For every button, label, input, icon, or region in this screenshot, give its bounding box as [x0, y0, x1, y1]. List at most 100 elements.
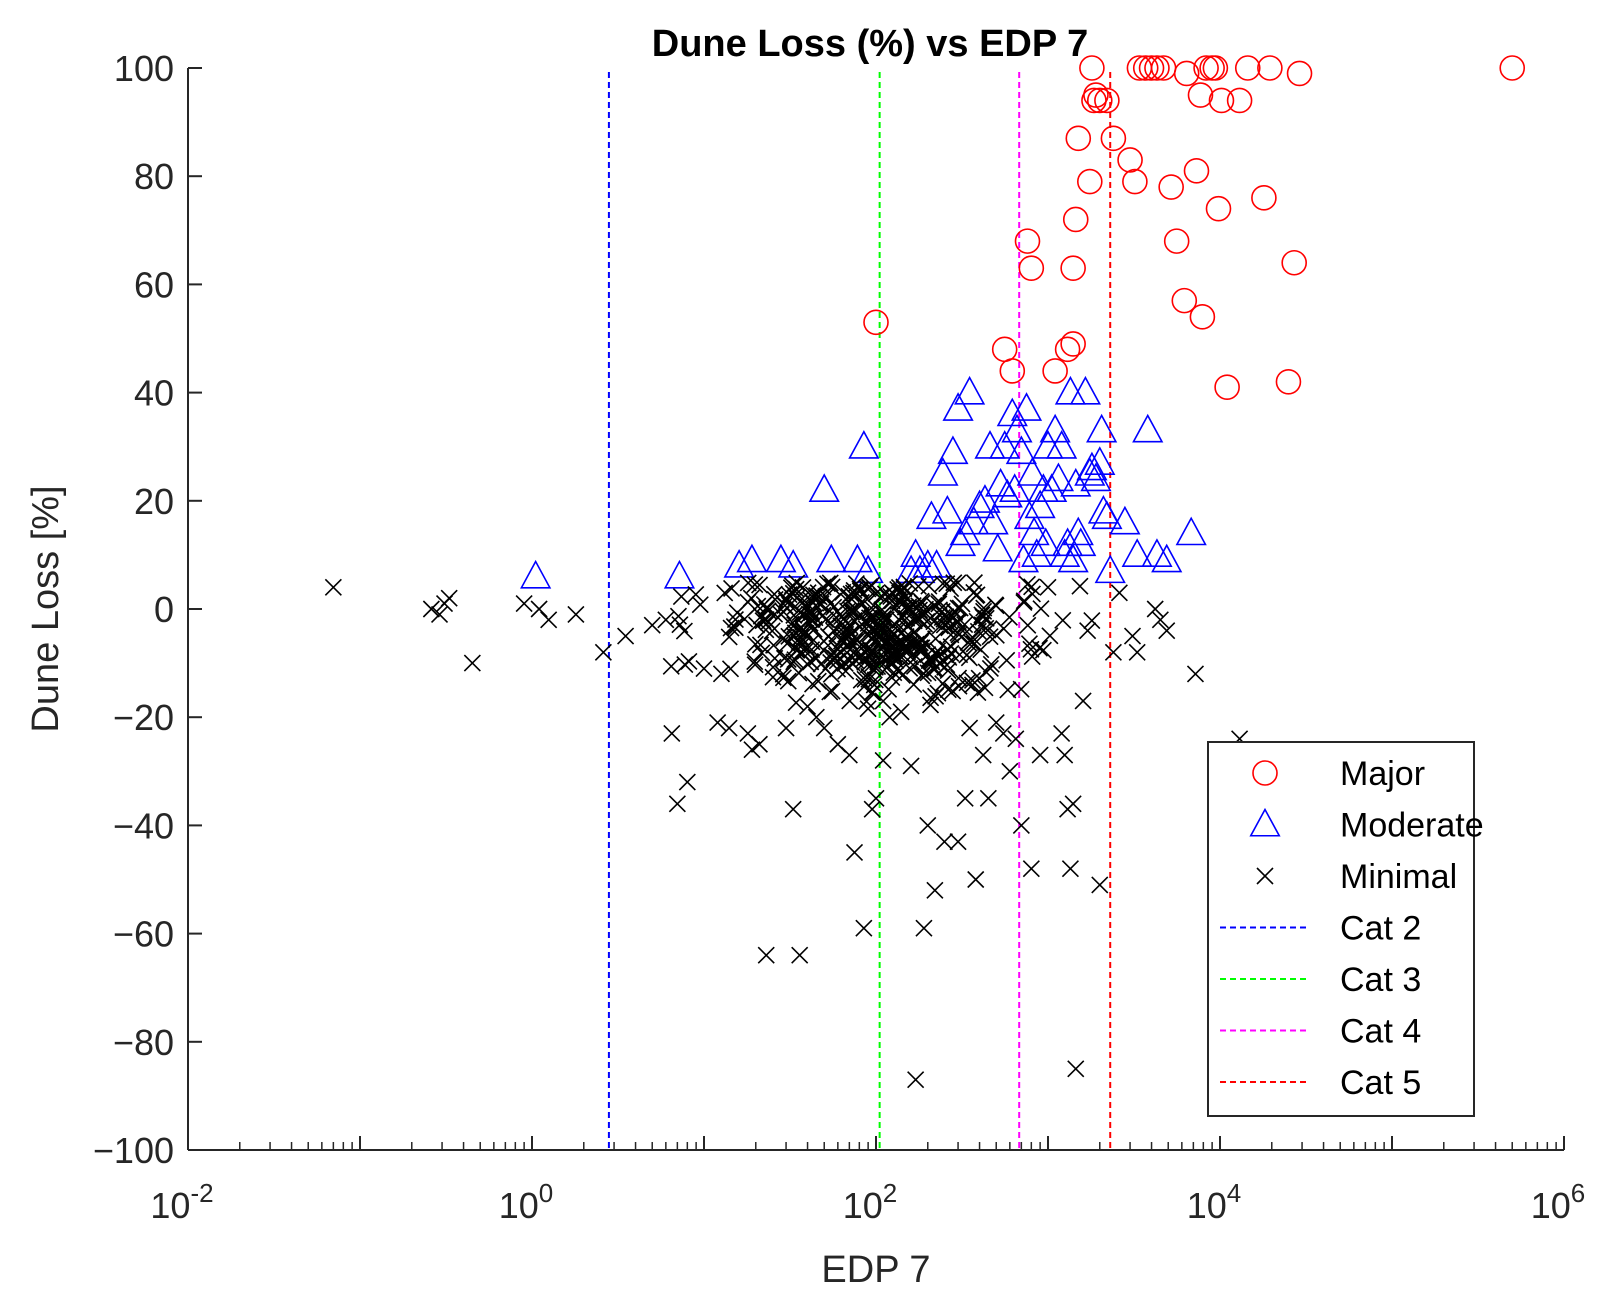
point-major	[1144, 55, 1170, 81]
point-moderate	[1062, 516, 1094, 546]
point-minimal	[942, 638, 960, 656]
point-minimal	[763, 622, 781, 640]
point-minimal	[530, 600, 548, 618]
point-moderate	[1151, 543, 1183, 573]
x-tick-label: 106	[1531, 1178, 1586, 1226]
point-minimal	[930, 593, 948, 611]
point-major	[1163, 228, 1190, 254]
point-major	[1187, 82, 1214, 108]
point-minimal	[1039, 578, 1057, 596]
point-minimal	[1001, 762, 1019, 780]
point-minimal	[807, 708, 825, 726]
point-moderate	[937, 435, 969, 465]
point-minimal	[925, 660, 943, 678]
point-minimal	[930, 595, 948, 613]
point-moderate	[1086, 413, 1118, 443]
point-minimal	[953, 595, 971, 613]
point-minimal	[1022, 640, 1040, 658]
point-minimal	[749, 597, 767, 615]
point-major	[1189, 304, 1216, 330]
point-minimal	[643, 616, 661, 634]
point-moderate	[815, 543, 847, 573]
point-minimal	[1151, 611, 1169, 629]
point-minimal	[774, 665, 792, 683]
point-minimal	[1015, 593, 1033, 611]
point-minimal	[716, 584, 734, 602]
point-minimal	[891, 662, 909, 680]
point-major	[1257, 55, 1283, 81]
point-minimal	[944, 682, 962, 700]
point-major	[1183, 157, 1210, 184]
point-minimal	[981, 659, 999, 677]
point-minimal	[721, 660, 740, 678]
point-minimal	[960, 649, 978, 667]
point-moderate	[1109, 505, 1141, 535]
point-minimal	[979, 789, 997, 807]
point-moderate	[931, 494, 963, 524]
point-minimal	[1061, 860, 1079, 878]
point-minimal	[972, 641, 990, 659]
point-minimal	[746, 653, 764, 671]
point-minimal	[822, 653, 840, 671]
x-tick-label: 104	[1187, 1178, 1242, 1226]
point-minimal	[672, 587, 690, 606]
point-major	[991, 336, 1018, 363]
point-minimal	[617, 627, 635, 645]
y-tick-label: −100	[93, 1130, 174, 1171]
point-minimal	[777, 719, 795, 737]
point-minimal	[1053, 724, 1071, 742]
point-minimal	[594, 643, 612, 661]
point-moderate	[1132, 413, 1164, 443]
chart-title: Dune Loss (%) vs EDP 7	[652, 23, 1088, 65]
point-minimal	[1083, 612, 1101, 630]
point-moderate	[1042, 462, 1075, 492]
point-major	[1226, 87, 1253, 114]
point-minimal	[811, 596, 829, 614]
point-minimal	[324, 578, 342, 596]
point-moderate	[991, 478, 1023, 508]
legend-label-major: Major	[1340, 755, 1425, 793]
point-minimal	[925, 596, 943, 615]
point-minimal	[430, 605, 449, 623]
point-minimal	[857, 692, 876, 710]
point-minimal	[911, 634, 929, 652]
point-minimal	[739, 574, 757, 592]
y-tick-label: −20	[113, 697, 174, 738]
point-minimal	[859, 700, 877, 718]
point-minimal	[1146, 600, 1164, 618]
point-minimal	[743, 741, 761, 759]
point-minimal	[1091, 876, 1109, 894]
legend-label-cat-3: Cat 3	[1340, 961, 1421, 999]
point-minimal	[803, 641, 821, 659]
point-major	[1202, 55, 1229, 81]
point-moderate	[977, 505, 1009, 535]
point-moderate	[1016, 457, 1048, 486]
point-major	[1117, 147, 1143, 173]
point-minimal	[859, 603, 877, 621]
point-minimal	[663, 724, 681, 742]
point-minimal	[746, 575, 764, 594]
point-minimal	[814, 578, 832, 596]
point-minimal	[709, 714, 727, 732]
point-minimal	[422, 600, 440, 618]
point-minimal	[940, 619, 958, 637]
legend-marker-major	[1252, 760, 1278, 786]
point-minimal	[1000, 608, 1018, 626]
point-minimal	[905, 609, 923, 627]
point-moderate	[1065, 527, 1097, 557]
point-minimal	[956, 789, 974, 807]
point-minimal	[798, 697, 817, 715]
point-minimal	[935, 610, 953, 628]
point-minimal	[914, 664, 933, 682]
point-minimal	[779, 672, 797, 690]
point-minimal	[1158, 622, 1176, 640]
point-minimal	[860, 578, 878, 596]
point-minimal	[1054, 611, 1072, 629]
point-minimal	[750, 735, 768, 753]
point-minimal	[874, 692, 892, 710]
point-minimal	[881, 708, 899, 726]
point-minimal	[775, 649, 794, 667]
point-minimal	[845, 601, 863, 620]
point-minimal	[907, 647, 925, 666]
